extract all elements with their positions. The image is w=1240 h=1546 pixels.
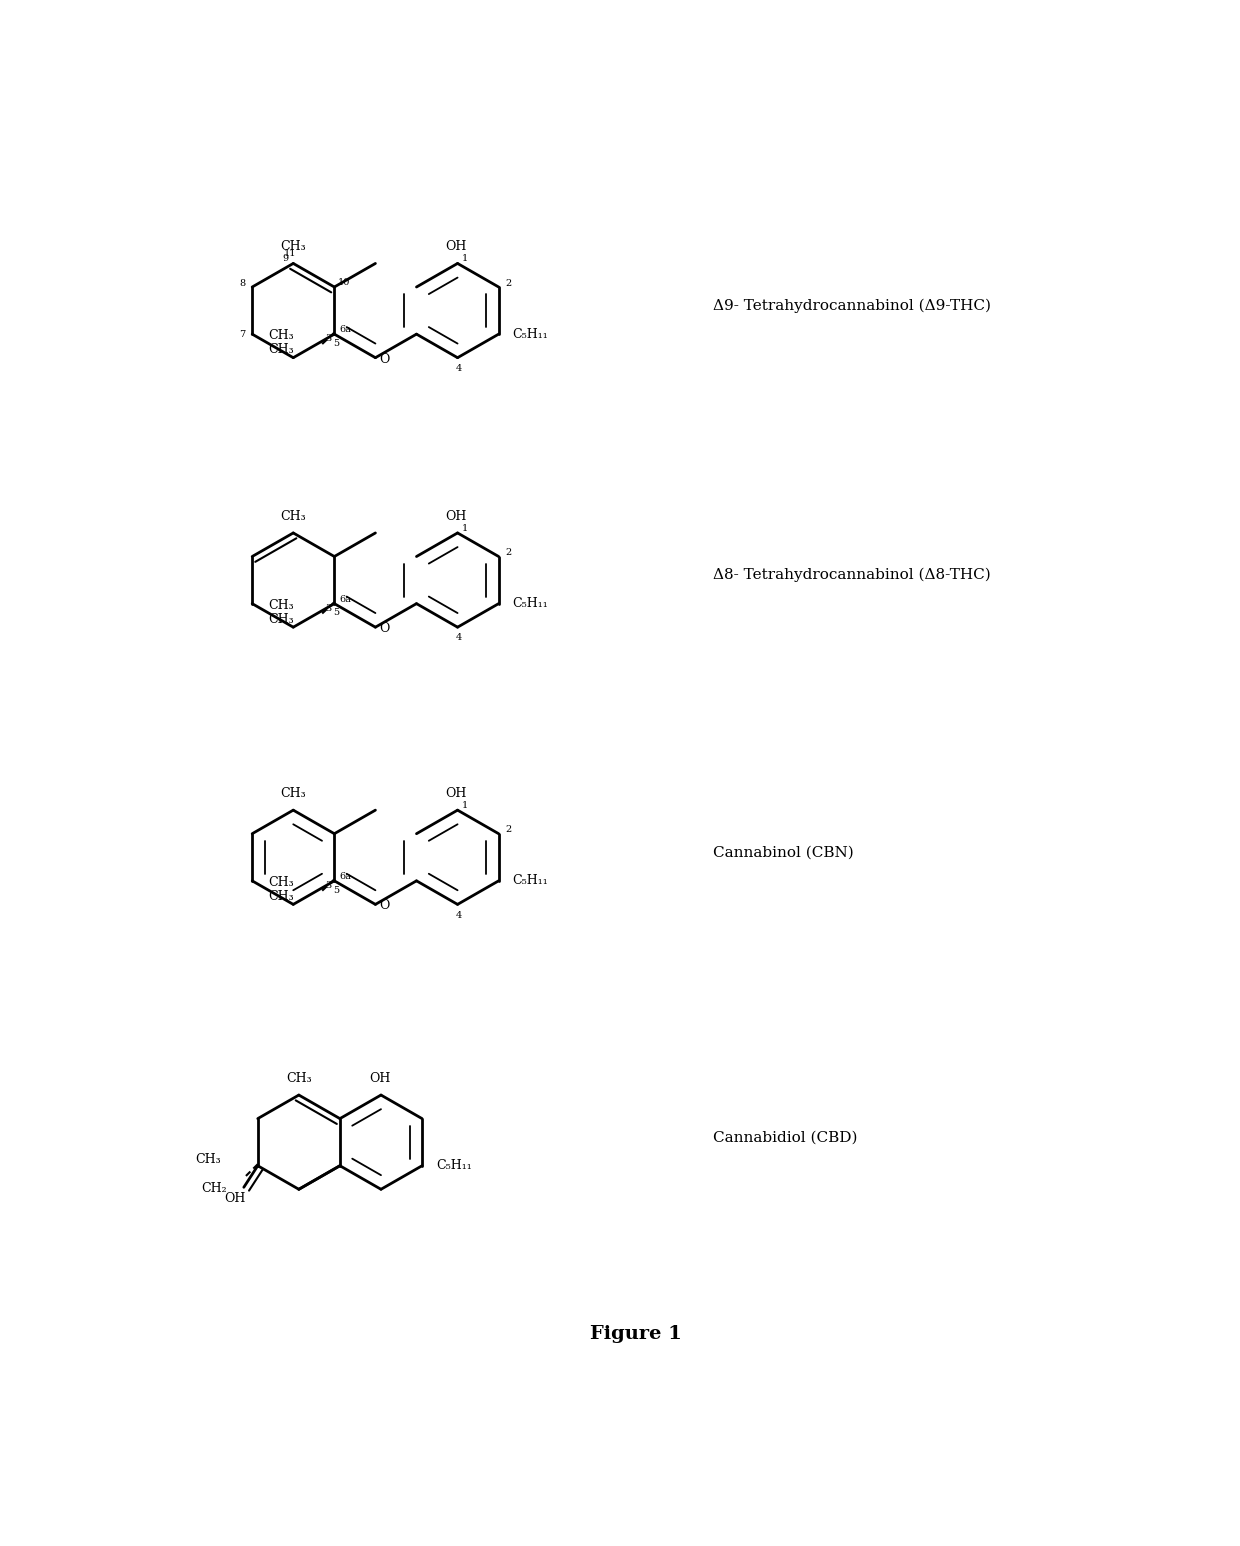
Text: 1: 1	[463, 801, 469, 810]
Text: O: O	[379, 900, 389, 912]
Text: 5: 5	[332, 339, 339, 348]
Text: 1: 1	[463, 524, 469, 533]
Text: OH: OH	[445, 510, 466, 523]
Text: C₅H₁₁: C₅H₁₁	[512, 328, 548, 340]
Text: 2: 2	[506, 549, 512, 557]
Text: 8: 8	[239, 278, 246, 288]
Text: CH₂: CH₂	[201, 1183, 227, 1195]
Text: CH₃: CH₃	[268, 343, 294, 356]
Text: OH: OH	[368, 1071, 391, 1085]
Text: 4: 4	[456, 363, 463, 373]
Text: 10: 10	[339, 278, 351, 288]
Text: CH₃: CH₃	[280, 510, 306, 523]
Text: 3: 3	[325, 604, 331, 612]
Text: 3: 3	[325, 881, 331, 890]
Text: O: O	[379, 621, 389, 635]
Text: CH₃: CH₃	[280, 787, 306, 799]
Text: OH: OH	[445, 240, 466, 254]
Text: 2: 2	[506, 826, 512, 835]
Text: Δ8- Tetrahydrocannabinol (Δ8-THC): Δ8- Tetrahydrocannabinol (Δ8-THC)	[713, 567, 991, 583]
Text: OH: OH	[224, 1192, 246, 1204]
Text: OH: OH	[445, 787, 466, 799]
Text: 2: 2	[506, 278, 512, 288]
Text: CH₃: CH₃	[268, 329, 294, 342]
Text: 5: 5	[332, 609, 339, 617]
Text: 4: 4	[456, 634, 463, 643]
Text: 11: 11	[284, 249, 296, 258]
Text: CH₃: CH₃	[268, 612, 294, 626]
Text: Figure 1: Figure 1	[589, 1325, 682, 1342]
Text: C₅H₁₁: C₅H₁₁	[436, 1160, 471, 1172]
Text: CH₃: CH₃	[268, 598, 294, 612]
Text: C₅H₁₁: C₅H₁₁	[512, 875, 548, 887]
Text: C₅H₁₁: C₅H₁₁	[512, 597, 548, 611]
Text: 4: 4	[456, 911, 463, 920]
Text: O: O	[379, 352, 389, 366]
Text: CH₃: CH₃	[195, 1153, 221, 1166]
Text: CH₃: CH₃	[286, 1071, 311, 1085]
Text: 3: 3	[325, 334, 331, 343]
Text: CH₃: CH₃	[268, 877, 294, 889]
Text: 7: 7	[239, 329, 246, 339]
Text: Δ9- Tetrahydrocannabinol (Δ9-THC): Δ9- Tetrahydrocannabinol (Δ9-THC)	[713, 298, 991, 312]
Text: CH₃: CH₃	[280, 240, 306, 254]
Text: 5: 5	[332, 886, 339, 895]
Text: 6a: 6a	[340, 595, 351, 603]
Text: 6a: 6a	[340, 872, 351, 881]
Text: Cannabidiol (CBD): Cannabidiol (CBD)	[713, 1130, 858, 1144]
Text: Cannabinol (CBN): Cannabinol (CBN)	[713, 846, 854, 860]
Text: 6a: 6a	[340, 325, 351, 334]
Text: 1: 1	[463, 255, 469, 263]
Text: CH₃: CH₃	[268, 890, 294, 903]
Text: 9: 9	[283, 255, 289, 263]
